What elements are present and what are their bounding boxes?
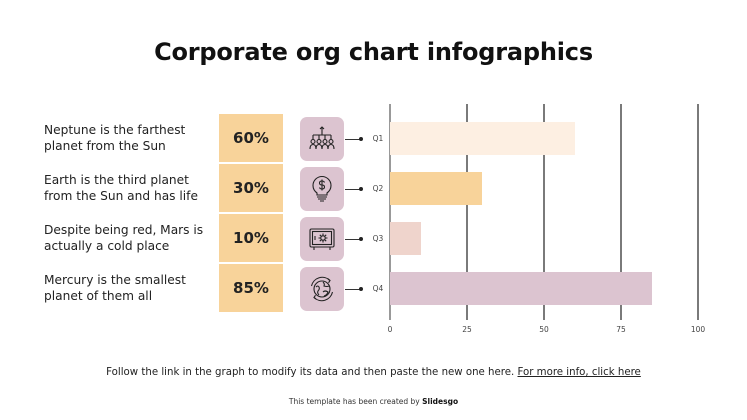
- x-tick: 0: [387, 325, 393, 334]
- globe-cycle-icon: [300, 267, 344, 311]
- connector-dot: [359, 287, 363, 291]
- gridline-25: [466, 104, 468, 320]
- connector-line: [345, 289, 361, 290]
- lightbulb-dollar-icon: [300, 167, 344, 211]
- row-description: Mercury is the smallest planet of them a…: [44, 273, 186, 303]
- gridline-50: [543, 104, 545, 320]
- org-hierarchy-icon: [300, 117, 344, 161]
- bar-q4: [390, 272, 652, 305]
- bar-q3: [390, 222, 421, 255]
- footer-note: Follow the link in the graph to modify i…: [0, 367, 747, 378]
- credit-line: This template has been created by Slides…: [0, 397, 747, 406]
- credit-text: This template has been created by: [288, 397, 423, 406]
- gridline-0: [389, 104, 391, 320]
- percent-box: 30%: [219, 164, 283, 212]
- row-description: Neptune is the farthest planet from the …: [44, 123, 186, 153]
- brand-name: Slidesgo: [422, 397, 459, 406]
- bar-q1: [390, 122, 575, 155]
- x-tick: 50: [539, 325, 549, 334]
- connector-line: [345, 139, 361, 140]
- page-title: Corporate org chart infographics: [154, 38, 593, 66]
- connector-dot: [359, 237, 363, 241]
- row-description: Despite being red, Mars is actually a co…: [44, 223, 204, 253]
- gridline-100: [697, 104, 699, 320]
- x-tick: 100: [690, 325, 706, 334]
- safe-vault-icon: [300, 217, 344, 261]
- x-tick: 25: [462, 325, 472, 334]
- connector-dot: [359, 137, 363, 141]
- q-label: Q1: [372, 134, 384, 143]
- q-label: Q4: [372, 284, 384, 293]
- x-tick: 75: [616, 325, 626, 334]
- connector-line: [345, 239, 361, 240]
- gridline-75: [620, 104, 622, 320]
- connector-line: [345, 189, 361, 190]
- bar-q2: [390, 172, 482, 205]
- row-description: Earth is the third planet from the Sun a…: [44, 173, 198, 203]
- q-label: Q3: [372, 234, 384, 243]
- percent-box: 60%: [219, 114, 283, 162]
- q-label: Q2: [372, 184, 384, 193]
- footer-text: Follow the link in the graph to modify i…: [106, 367, 518, 378]
- more-info-link[interactable]: For more info, click here: [517, 367, 641, 378]
- percent-box: 10%: [219, 214, 283, 262]
- connector-dot: [359, 187, 363, 191]
- percent-box: 85%: [219, 264, 283, 312]
